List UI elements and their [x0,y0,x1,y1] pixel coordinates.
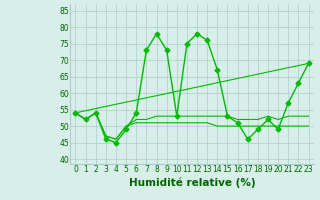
X-axis label: Humidité relative (%): Humidité relative (%) [129,177,255,188]
